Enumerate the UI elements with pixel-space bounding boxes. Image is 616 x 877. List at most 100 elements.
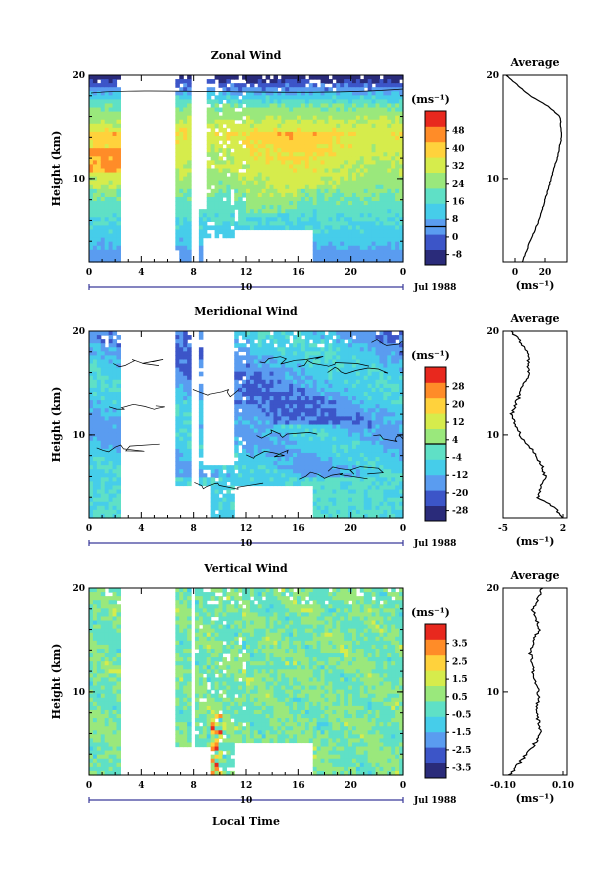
zonal-cell bbox=[215, 217, 220, 222]
meridional-cell bbox=[105, 376, 110, 381]
meridional-cell bbox=[328, 372, 333, 377]
zonal-cell bbox=[116, 87, 121, 92]
zonal-cell bbox=[109, 193, 114, 198]
meridional-cell bbox=[379, 506, 384, 511]
zonal-cell bbox=[313, 242, 318, 247]
meridional-cell bbox=[89, 343, 94, 348]
meridional-cell bbox=[238, 429, 243, 434]
zonal-cell bbox=[250, 217, 255, 222]
zonal-cell bbox=[285, 221, 290, 226]
meridional-cell bbox=[328, 404, 333, 409]
meridional-cell bbox=[234, 335, 239, 340]
meridional-cell bbox=[250, 477, 255, 482]
zonal-cell bbox=[336, 128, 341, 133]
zonal-cell bbox=[116, 148, 121, 153]
meridional-cell bbox=[313, 416, 318, 421]
zonal-cell bbox=[328, 205, 333, 210]
meridional-cell bbox=[234, 420, 239, 425]
meridional-cell bbox=[93, 412, 98, 417]
zonal-cell bbox=[301, 120, 306, 125]
meridional-cell bbox=[234, 380, 239, 385]
meridional-cell bbox=[325, 457, 330, 462]
meridional-cell bbox=[281, 429, 286, 434]
zonal-cell bbox=[372, 254, 377, 259]
zonal-cell bbox=[332, 148, 337, 153]
meridional-cell bbox=[344, 445, 349, 450]
meridional-cell bbox=[372, 347, 377, 352]
zonal-cell bbox=[289, 205, 294, 210]
zonal-cell bbox=[364, 209, 369, 214]
zonal-cell bbox=[285, 108, 290, 113]
zonal-cell bbox=[328, 238, 333, 243]
zonal-cell bbox=[89, 164, 94, 169]
meridional-cell bbox=[219, 510, 224, 515]
zonal-cell bbox=[179, 75, 184, 80]
zonal-cell bbox=[101, 254, 106, 259]
zonal-cell bbox=[364, 91, 369, 96]
zonal-cell bbox=[313, 254, 318, 259]
zonal-cell bbox=[250, 173, 255, 178]
zonal-cell bbox=[317, 217, 322, 222]
zonal-cell bbox=[387, 189, 392, 194]
meridional-cell bbox=[364, 498, 369, 503]
meridional-cell bbox=[372, 425, 377, 430]
meridional-cell bbox=[97, 490, 102, 495]
meridional-cell bbox=[317, 485, 322, 490]
zonal-cell bbox=[211, 120, 216, 125]
zonal-cell bbox=[215, 197, 220, 202]
zonal-cell bbox=[336, 132, 341, 137]
meridional-cell bbox=[348, 441, 353, 446]
meridional-cell bbox=[376, 445, 381, 450]
zonal-cell bbox=[211, 173, 216, 178]
zonal-cell bbox=[93, 136, 98, 141]
zonal-cell bbox=[313, 152, 318, 157]
zonal-cell bbox=[368, 181, 373, 186]
zonal-cell bbox=[273, 193, 278, 198]
meridional-cell bbox=[360, 481, 365, 486]
meridional-cell bbox=[372, 331, 377, 336]
zonal-cell bbox=[238, 205, 243, 210]
meridional-cell bbox=[391, 339, 396, 344]
meridional-cell bbox=[297, 449, 302, 454]
meridional-cell bbox=[332, 376, 337, 381]
zonal-cell bbox=[305, 99, 310, 104]
meridional-cell bbox=[238, 404, 243, 409]
meridional-cell bbox=[391, 506, 396, 511]
zonal-cell bbox=[301, 152, 306, 157]
x-tick-label: 0 bbox=[86, 268, 92, 278]
meridional-cell bbox=[328, 445, 333, 450]
meridional-cell bbox=[116, 388, 121, 393]
zonal-cell bbox=[262, 128, 267, 133]
zonal-cell bbox=[234, 197, 239, 202]
meridional-cell bbox=[344, 372, 349, 377]
meridional-cell bbox=[289, 429, 294, 434]
meridional-cell bbox=[313, 372, 318, 377]
zonal-cell bbox=[101, 124, 106, 129]
zonal-cell bbox=[116, 189, 121, 194]
meridional-cell bbox=[305, 404, 310, 409]
zonal-cell bbox=[105, 209, 110, 214]
zonal-cell bbox=[387, 181, 392, 186]
meridional-cell bbox=[309, 396, 314, 401]
zonal-cell bbox=[270, 181, 275, 186]
zonal-cell bbox=[281, 95, 286, 100]
zonal-cell bbox=[383, 87, 388, 92]
meridional-cell bbox=[238, 392, 243, 397]
meridional-cell bbox=[258, 441, 263, 446]
zonal-cell bbox=[254, 185, 259, 190]
zonal-cell bbox=[360, 169, 365, 174]
zonal-cell bbox=[387, 242, 392, 247]
zonal-cell bbox=[364, 238, 369, 243]
zonal-cell bbox=[325, 169, 330, 174]
meridional-cell bbox=[222, 465, 227, 470]
meridional-cell bbox=[313, 384, 318, 389]
zonal-cell bbox=[289, 112, 294, 117]
zonal-cell bbox=[262, 99, 267, 104]
meridional-cell bbox=[391, 433, 396, 438]
meridional-cell bbox=[179, 457, 184, 462]
meridional-cell bbox=[383, 388, 388, 393]
zonal-cell bbox=[97, 250, 102, 255]
zonal-cell bbox=[376, 217, 381, 222]
meridional-cell bbox=[246, 388, 251, 393]
meridional-cell bbox=[340, 502, 345, 507]
